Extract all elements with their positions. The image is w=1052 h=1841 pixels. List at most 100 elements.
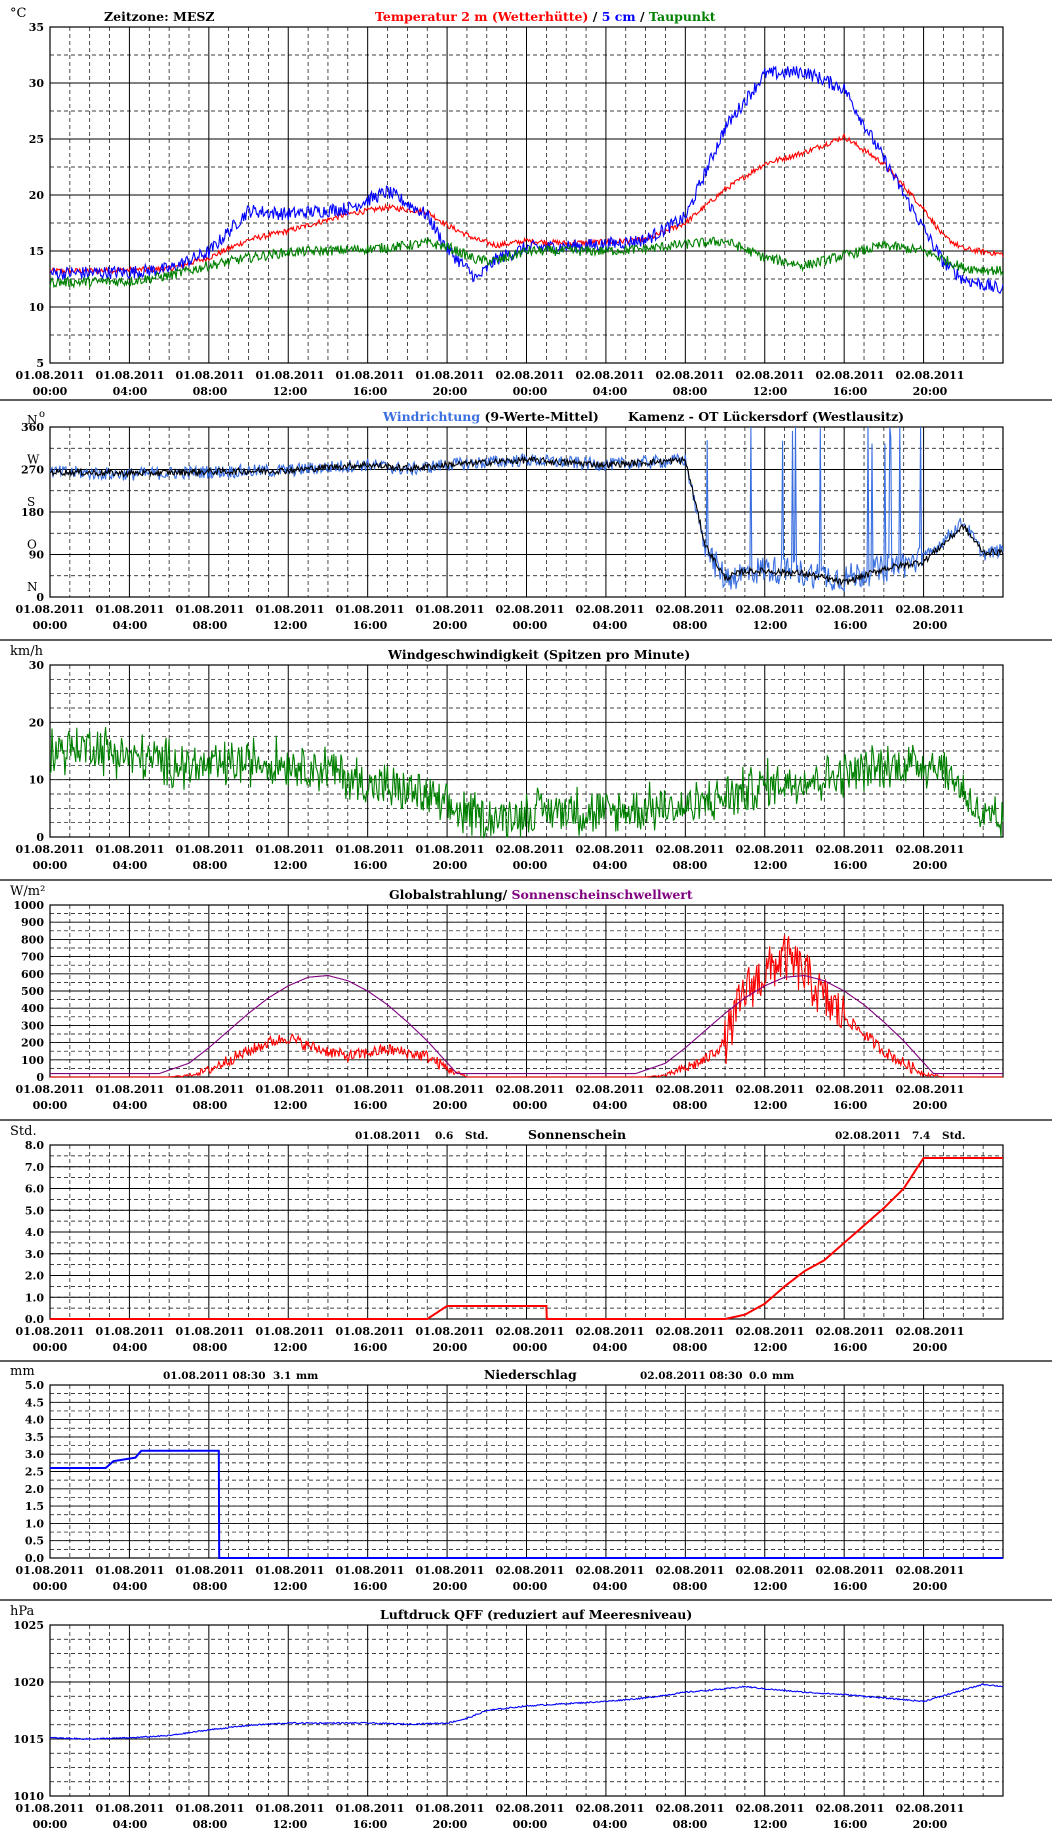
y-tick-label: 400 bbox=[21, 1002, 44, 1015]
x-tick-time: 20:00 bbox=[433, 619, 468, 632]
y-tick-label: 10 bbox=[29, 774, 45, 787]
x-tick-time: 00:00 bbox=[513, 1818, 548, 1831]
x-tick-date: 01.08.2011 bbox=[96, 1564, 165, 1577]
series-line-globalstrahlung bbox=[50, 934, 1003, 1078]
series-line-windgeschwindigkeit bbox=[49, 727, 1004, 839]
x-tick-time: 04:00 bbox=[113, 619, 148, 632]
summary-value: 0.0 bbox=[749, 1370, 767, 1382]
y-tick-label: 3.5 bbox=[25, 1431, 44, 1444]
x-tick-time: 16:00 bbox=[833, 859, 868, 872]
y-tick-label: 1020 bbox=[13, 1676, 44, 1689]
x-tick-date: 02.08.2011 bbox=[736, 1564, 805, 1577]
summary-date: 02.08.2011 08:30 bbox=[640, 1370, 743, 1382]
x-tick-date: 02.08.2011 bbox=[896, 603, 965, 616]
compass-label: S bbox=[27, 495, 35, 509]
x-tick-time: 20:00 bbox=[433, 859, 468, 872]
x-tick-time: 08:00 bbox=[673, 1341, 708, 1354]
x-tick-time: 20:00 bbox=[433, 1341, 468, 1354]
x-tick-time: 08:00 bbox=[193, 1099, 228, 1112]
x-tick-date: 01.08.2011 bbox=[96, 1083, 165, 1096]
x-tick-date: 02.08.2011 bbox=[496, 1325, 565, 1338]
y-tick-label: 8.0 bbox=[25, 1139, 44, 1152]
y-tick-label: 4.0 bbox=[25, 1414, 44, 1427]
x-tick-time: 08:00 bbox=[193, 859, 228, 872]
x-tick-time: 00:00 bbox=[513, 1099, 548, 1112]
x-tick-time: 16:00 bbox=[833, 1341, 868, 1354]
x-tick-time: 04:00 bbox=[113, 1341, 148, 1354]
series-line-taupunkt bbox=[49, 236, 1004, 289]
x-tick-date: 01.08.2011 bbox=[256, 603, 325, 616]
x-tick-date: 02.08.2011 bbox=[656, 1083, 725, 1096]
x-tick-time: 04:00 bbox=[113, 1580, 148, 1593]
x-tick-date: 01.08.2011 bbox=[96, 1802, 165, 1815]
x-tick-time: 20:00 bbox=[433, 1818, 468, 1831]
x-tick-date: 01.08.2011 bbox=[96, 369, 165, 382]
y-tick-label: 180 bbox=[21, 506, 44, 519]
unit-label: Std. bbox=[10, 1124, 37, 1139]
compass-label: W bbox=[27, 453, 40, 467]
x-tick-time: 00:00 bbox=[513, 619, 548, 632]
y-tick-label: 0 bbox=[36, 591, 44, 604]
x-tick-time: 00:00 bbox=[513, 1580, 548, 1593]
x-tick-time: 16:00 bbox=[353, 1341, 388, 1354]
x-tick-date: 02.08.2011 bbox=[496, 1564, 565, 1577]
x-tick-time: 00:00 bbox=[33, 1341, 68, 1354]
series-line-windrichtung bbox=[49, 426, 1004, 592]
x-tick-time: 12:00 bbox=[273, 619, 308, 632]
plot-frame bbox=[49, 426, 1004, 598]
x-tick-time: 16:00 bbox=[833, 1580, 868, 1593]
x-tick-date: 01.08.2011 bbox=[176, 1083, 245, 1096]
x-tick-time: 20:00 bbox=[913, 1818, 948, 1831]
x-tick-date: 02.08.2011 bbox=[576, 1564, 645, 1577]
y-tick-label: 270 bbox=[21, 464, 44, 477]
x-tick-time: 16:00 bbox=[353, 1580, 388, 1593]
x-tick-time: 08:00 bbox=[193, 619, 228, 632]
x-tick-date: 02.08.2011 bbox=[656, 369, 725, 382]
x-tick-time: 16:00 bbox=[353, 385, 388, 398]
x-tick-time: 20:00 bbox=[433, 385, 468, 398]
x-tick-time: 20:00 bbox=[433, 1099, 468, 1112]
y-tick-label: 1000 bbox=[13, 899, 44, 912]
y-tick-label: 1.0 bbox=[25, 1291, 44, 1304]
unit-label: km/h bbox=[10, 644, 44, 659]
x-tick-date: 02.08.2011 bbox=[656, 1564, 725, 1577]
x-tick-time: 00:00 bbox=[33, 385, 68, 398]
x-tick-date: 02.08.2011 bbox=[656, 1802, 725, 1815]
y-tick-label: 6.0 bbox=[25, 1183, 44, 1196]
series-line-5-cm bbox=[49, 65, 1004, 295]
x-tick-time: 00:00 bbox=[33, 1580, 68, 1593]
x-tick-date: 01.08.2011 bbox=[336, 603, 405, 616]
unit-label: W/m² bbox=[10, 884, 45, 899]
x-tick-date: 01.08.2011 bbox=[336, 1083, 405, 1096]
x-tick-date: 02.08.2011 bbox=[656, 1325, 725, 1338]
plot-frame bbox=[49, 664, 1004, 838]
unit-label: mm bbox=[10, 1364, 35, 1379]
x-tick-date: 02.08.2011 bbox=[736, 1083, 805, 1096]
chart-title-part: 5 cm bbox=[602, 9, 636, 24]
x-tick-time: 08:00 bbox=[673, 1099, 708, 1112]
y-tick-label: 700 bbox=[21, 951, 44, 964]
x-tick-time: 12:00 bbox=[273, 1818, 308, 1831]
x-tick-date: 02.08.2011 bbox=[816, 1083, 885, 1096]
y-tick-label: 0.5 bbox=[25, 1535, 44, 1548]
x-tick-time: 16:00 bbox=[833, 1099, 868, 1112]
y-tick-label: 1025 bbox=[13, 1619, 44, 1632]
x-tick-date: 01.08.2011 bbox=[96, 603, 165, 616]
x-tick-time: 12:00 bbox=[753, 1580, 788, 1593]
x-tick-date: 01.08.2011 bbox=[416, 369, 485, 382]
y-tick-label: 3.0 bbox=[25, 1248, 44, 1261]
y-tick-label: 900 bbox=[21, 916, 44, 929]
y-tick-label: 1.5 bbox=[25, 1500, 44, 1513]
x-tick-time: 08:00 bbox=[673, 1580, 708, 1593]
y-tick-label: 200 bbox=[21, 1037, 44, 1050]
x-tick-time: 08:00 bbox=[673, 1818, 708, 1831]
x-tick-date: 02.08.2011 bbox=[576, 843, 645, 856]
x-tick-time: 08:00 bbox=[193, 1341, 228, 1354]
y-tick-label: 7.0 bbox=[25, 1161, 44, 1174]
x-tick-time: 16:00 bbox=[353, 859, 388, 872]
chart-title-part: Windgeschwindigkeit (Spitzen pro Minute) bbox=[387, 647, 690, 662]
x-tick-time: 04:00 bbox=[113, 385, 148, 398]
